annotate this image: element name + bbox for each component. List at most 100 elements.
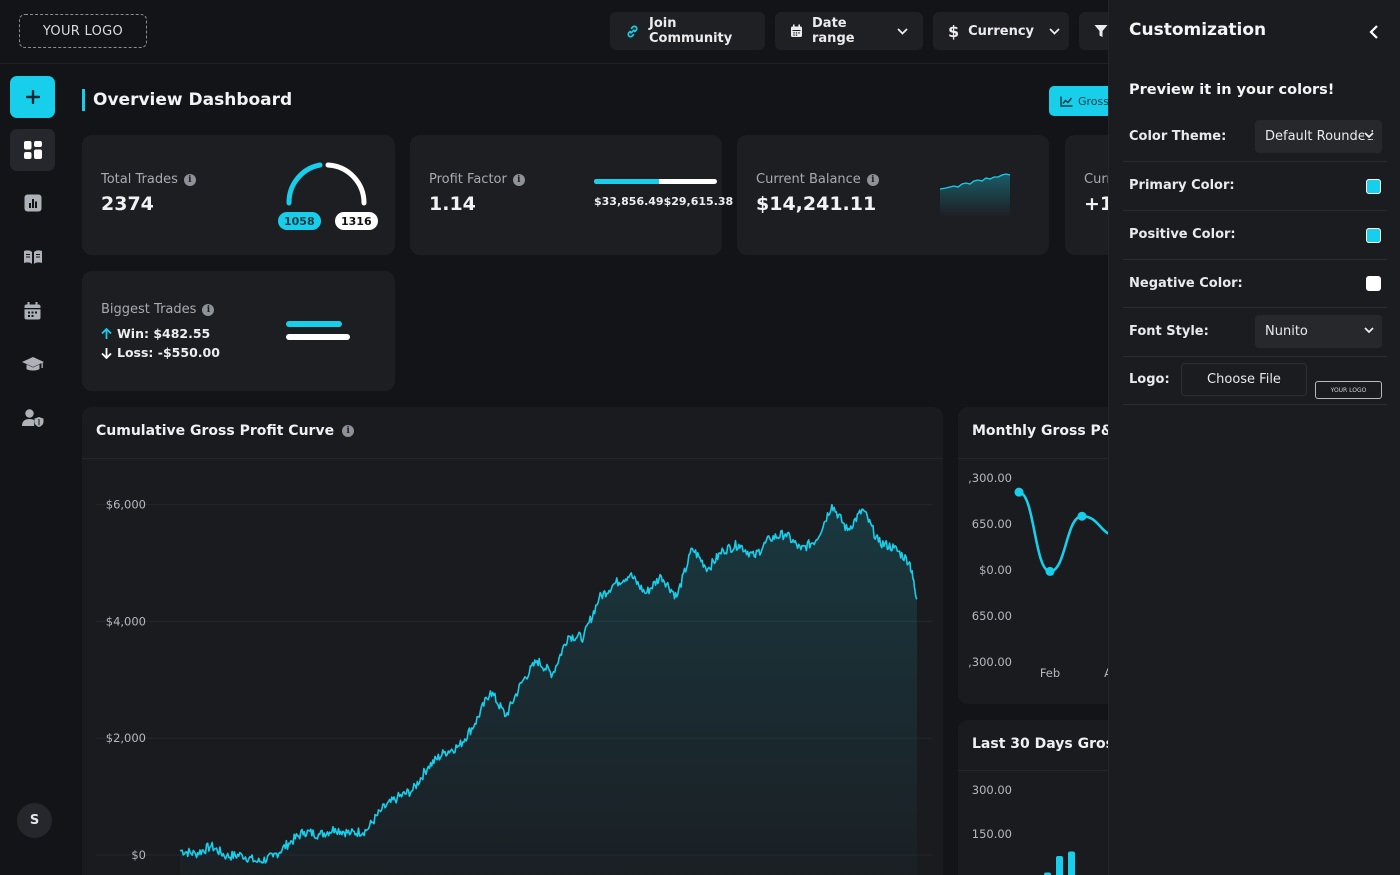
profit-factor-value: 1.14 (429, 193, 476, 215)
biggest-trades-label-wrap: Biggest Trades i (101, 302, 215, 317)
gauge-wins-arc (286, 162, 323, 206)
logo-preview: YOUR LOGO (1315, 381, 1382, 399)
current-balance-card: Current Balance i $14,241.11 (737, 135, 1049, 255)
gross-toggle-label: Gross (1078, 94, 1109, 108)
gross-loss-amount: $29,615.38 (663, 195, 734, 208)
total-trades-value: 2374 (101, 193, 154, 215)
y-tick-label: $0.00 (979, 563, 1012, 577)
last30-svg: 300.00 150.00 (972, 783, 1075, 875)
line-chart-icon (1060, 96, 1073, 107)
join-community-label: Join Community (649, 16, 733, 46)
total-trades-label: Total Trades (101, 172, 178, 187)
bar[interactable] (1068, 851, 1075, 875)
chevron-down-icon (1364, 132, 1374, 139)
win-loss-gauge (286, 162, 367, 206)
gross-toggle-button[interactable]: Gross (1049, 86, 1119, 116)
x-tick-label: Feb (1040, 666, 1060, 680)
current-balance-value: $14,241.11 (756, 193, 877, 215)
negative-color-swatch[interactable] (1366, 276, 1381, 291)
biggest-loss-value: Loss: -$550.00 (117, 345, 220, 360)
panel-subtitle: Preview it in your colors! (1129, 82, 1335, 98)
dashboard-grid-icon (23, 141, 42, 159)
monthly-pnl-line (1018, 490, 1119, 573)
color-theme-row: Color Theme: Default Rounded (1123, 113, 1387, 162)
y-tick-label: 300.00 (972, 783, 1012, 797)
primary-color-swatch[interactable] (1366, 179, 1381, 194)
font-style-label: Font Style: (1129, 324, 1209, 339)
calendar-icon (791, 24, 802, 37)
monthly-chart-title: Monthly Gross P&L (972, 423, 1122, 439)
sidebar-item-reports[interactable] (10, 182, 55, 224)
brand-logo[interactable]: YOUR LOGO (19, 14, 147, 48)
y-tick-label: ,300.00 (968, 655, 1012, 669)
y-tick-label: $2,000 (106, 731, 146, 745)
positive-color-row: Positive Color: (1123, 211, 1387, 260)
join-community-button[interactable]: Join Community (610, 12, 765, 50)
y-tick-label: 650.00 (972, 517, 1012, 531)
partial-card-label: Curr (1084, 172, 1112, 187)
customization-panel: Customization Preview it in your colors!… (1108, 0, 1400, 875)
monthly-pnl-chart-card: Monthly Gross P&L ,300.00 650.00 $0.00 650.… (958, 407, 1128, 704)
data-point[interactable] (1045, 566, 1055, 576)
y-tick-label: 150.00 (972, 827, 1012, 841)
positive-color-label: Positive Color: (1129, 227, 1236, 242)
profit-factor-label: Profit Factor (429, 172, 507, 187)
sidebar-item-calendar[interactable] (10, 290, 55, 332)
bar[interactable] (1044, 872, 1051, 875)
info-icon[interactable]: i (342, 425, 355, 437)
logo-label: Logo: (1129, 372, 1170, 387)
info-icon[interactable]: i (866, 173, 879, 186)
primary-color-row: Primary Color: (1123, 162, 1387, 211)
primary-color-label: Primary Color: (1129, 178, 1235, 193)
choose-file-button[interactable]: Choose File (1181, 363, 1307, 396)
balance-sparkline (940, 173, 1011, 217)
chevron-left-icon[interactable] (1367, 24, 1381, 40)
biggest-loss-bar (286, 334, 350, 340)
y-tick-label: $6,000 (106, 498, 146, 512)
negative-color-row: Negative Color: (1123, 260, 1387, 308)
y-tick-label: ,300.00 (968, 471, 1012, 485)
date-range-button[interactable]: Date range (775, 12, 923, 50)
graduation-cap-icon (21, 357, 44, 371)
y-tick-label: $4,000 (106, 614, 146, 628)
chevron-down-icon (897, 27, 908, 35)
cumulative-line (179, 503, 918, 864)
currency-button[interactable]: $ Currency (933, 12, 1069, 50)
add-trade-button[interactable] (10, 76, 55, 118)
total-trades-label-wrap: Total Trades i (101, 172, 196, 187)
biggest-win-row: Win: $482.55 (101, 326, 210, 341)
total-trades-card: Total Trades i 2374 1058 1316 (82, 135, 395, 255)
color-theme-select[interactable]: Default Rounded (1255, 120, 1382, 153)
font-style-select[interactable]: Nunito (1255, 315, 1382, 348)
bar[interactable] (1056, 856, 1063, 875)
biggest-loss-row: Loss: -$550.00 (101, 345, 220, 360)
data-point[interactable] (1077, 511, 1087, 521)
y-tick-label: $0 (131, 848, 146, 862)
current-balance-label-wrap: Current Balance i (756, 172, 879, 187)
last30-chart-card: Last 30 Days Gross I 300.00 150.00 (958, 720, 1128, 875)
positive-color-swatch[interactable] (1366, 228, 1381, 243)
info-icon[interactable]: i (183, 173, 196, 186)
logo-row: Logo: (1123, 357, 1387, 405)
sidebar-item-account[interactable] (10, 397, 55, 439)
sidebar-item-education[interactable] (10, 344, 55, 386)
user-avatar[interactable]: S (17, 803, 52, 838)
biggest-trades-card: Biggest Trades i Win: $482.55 Loss: -$55… (82, 271, 395, 391)
sidebar-item-journal[interactable] (10, 236, 55, 278)
arrow-up-icon (101, 327, 112, 339)
cumulative-profit-svg: $6,000 $4,000 $2,000 $0 (96, 498, 932, 875)
profit-factor-bar-fill (594, 179, 660, 184)
data-point[interactable] (1014, 487, 1024, 497)
info-icon[interactable]: i (512, 173, 525, 186)
sidebar-item-dashboard[interactable] (10, 129, 55, 171)
info-icon[interactable]: i (202, 303, 215, 316)
biggest-trades-label: Biggest Trades (101, 302, 197, 317)
calendar-icon (24, 302, 41, 320)
biggest-win-value: Win: $482.55 (117, 326, 211, 341)
cumulative-chart-title: Cumulative Gross Profit Curve (96, 423, 335, 439)
chart-divider (958, 458, 1128, 459)
panel-title: Customization (1129, 20, 1267, 40)
profit-factor-label-wrap: Profit Factor i (429, 172, 525, 187)
profit-factor-amounts: $33,856.49$29,615.38 (594, 195, 733, 208)
